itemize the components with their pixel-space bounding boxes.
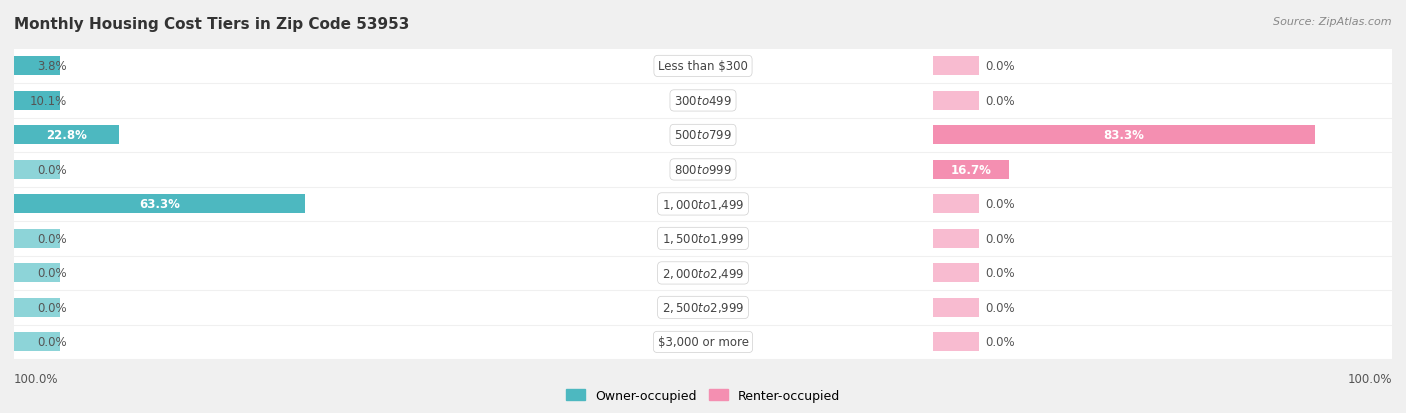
Text: $2,000 to $2,499: $2,000 to $2,499 (662, 266, 744, 280)
Bar (474, 290, 932, 325)
Text: 0.0%: 0.0% (37, 336, 67, 349)
Bar (14, 119, 474, 153)
Legend: Owner-occupied, Renter-occupied: Owner-occupied, Renter-occupied (561, 384, 845, 407)
Text: Source: ZipAtlas.com: Source: ZipAtlas.com (1274, 17, 1392, 26)
Bar (932, 222, 1392, 256)
Bar (474, 153, 932, 187)
Bar (932, 92, 979, 111)
Text: $800 to $999: $800 to $999 (673, 164, 733, 176)
Bar (14, 126, 118, 145)
Bar (14, 229, 60, 248)
Bar (932, 84, 1392, 119)
Bar (14, 325, 474, 359)
Bar (474, 84, 932, 119)
Bar (932, 332, 979, 351)
Text: $2,500 to $2,999: $2,500 to $2,999 (662, 301, 744, 315)
Bar (14, 50, 474, 84)
Text: $500 to $799: $500 to $799 (673, 129, 733, 142)
Text: $300 to $499: $300 to $499 (673, 95, 733, 108)
Bar (932, 290, 1392, 325)
Bar (932, 298, 979, 317)
Text: 16.7%: 16.7% (950, 164, 991, 176)
Bar (932, 126, 1315, 145)
Text: 22.8%: 22.8% (46, 129, 87, 142)
Text: Less than $300: Less than $300 (658, 60, 748, 73)
Text: 0.0%: 0.0% (986, 198, 1015, 211)
Bar (932, 256, 1392, 290)
Text: Monthly Housing Cost Tiers in Zip Code 53953: Monthly Housing Cost Tiers in Zip Code 5… (14, 17, 409, 31)
Bar (14, 298, 60, 317)
Text: 0.0%: 0.0% (986, 301, 1015, 314)
Text: 0.0%: 0.0% (986, 267, 1015, 280)
Bar (14, 222, 474, 256)
Text: 83.3%: 83.3% (1104, 129, 1144, 142)
Bar (932, 161, 1010, 180)
Text: 0.0%: 0.0% (986, 233, 1015, 245)
Bar (14, 84, 474, 119)
Bar (932, 229, 979, 248)
Text: $3,000 or more: $3,000 or more (658, 336, 748, 349)
Bar (14, 57, 60, 76)
Bar (14, 195, 305, 214)
Text: 3.8%: 3.8% (37, 60, 67, 73)
Bar (932, 187, 1392, 222)
Bar (14, 256, 474, 290)
Bar (932, 153, 1392, 187)
Bar (474, 119, 932, 153)
Text: $1,500 to $1,999: $1,500 to $1,999 (662, 232, 744, 246)
Text: 10.1%: 10.1% (30, 95, 67, 108)
Bar (14, 332, 60, 351)
Bar (932, 57, 979, 76)
Bar (14, 153, 474, 187)
Bar (474, 222, 932, 256)
Bar (14, 290, 474, 325)
Bar (474, 50, 932, 84)
Bar (932, 195, 979, 214)
Text: 63.3%: 63.3% (139, 198, 180, 211)
Bar (14, 187, 474, 222)
Text: 0.0%: 0.0% (986, 95, 1015, 108)
Text: 0.0%: 0.0% (37, 267, 67, 280)
Text: 100.0%: 100.0% (14, 372, 59, 385)
Bar (14, 161, 60, 180)
Text: 0.0%: 0.0% (986, 60, 1015, 73)
Bar (932, 119, 1392, 153)
Text: 100.0%: 100.0% (1347, 372, 1392, 385)
Bar (14, 264, 60, 283)
Text: 0.0%: 0.0% (37, 233, 67, 245)
Text: 0.0%: 0.0% (986, 336, 1015, 349)
Bar (932, 264, 979, 283)
Text: $1,000 to $1,499: $1,000 to $1,499 (662, 197, 744, 211)
Text: 0.0%: 0.0% (37, 301, 67, 314)
Bar (474, 256, 932, 290)
Bar (932, 325, 1392, 359)
Bar (932, 50, 1392, 84)
Text: 0.0%: 0.0% (37, 164, 67, 176)
Bar (474, 325, 932, 359)
Bar (474, 187, 932, 222)
Bar (14, 92, 60, 111)
